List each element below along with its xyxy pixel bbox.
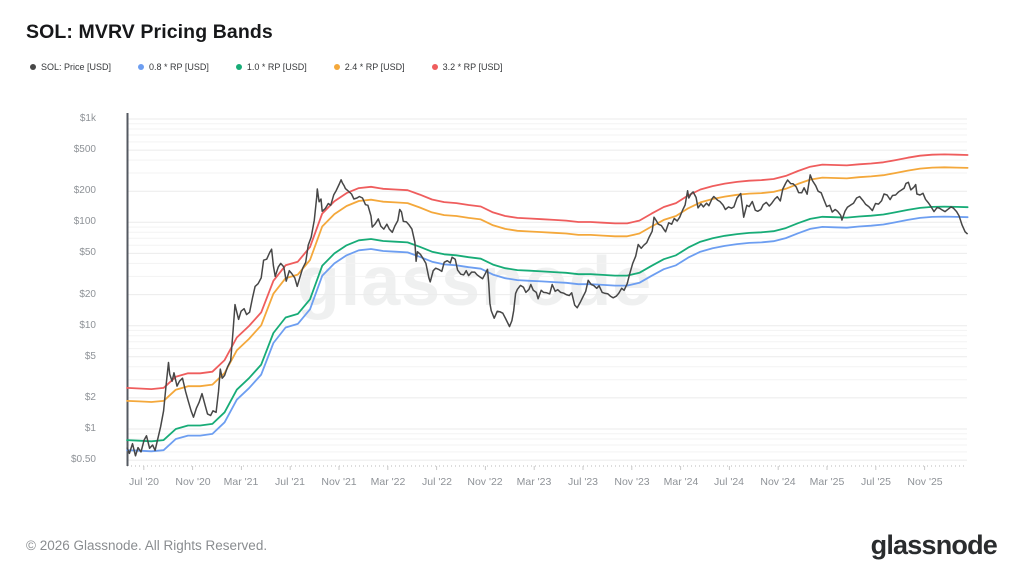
page-title: SOL: MVRV Pricing Bands [26,21,273,43]
legend-item-0[interactable]: SOL: Price [USD] [30,62,111,72]
x-tick-label: Mar '23 [516,476,552,488]
y-tick-label: $0.50 [70,454,96,465]
y-tick-label: $5 [84,351,96,362]
x-tick-label: Jul '22 [421,476,453,488]
legend-item-label: 3.2 * RP [USD] [442,62,503,72]
x-tick-label: Jul '21 [274,476,306,488]
x-tick-label: Nov '21 [321,476,357,488]
y-tick-label: $500 [73,144,96,155]
price-line [126,174,969,457]
legend-dot-icon [333,64,340,70]
legend-item-label: 1.0 * RP [USD] [246,62,307,72]
x-tick-label: Jul '20 [128,476,160,488]
x-tick-label: Jul '24 [713,476,745,488]
y-tick-label: $100 [73,216,96,227]
y-tick-label: $1 [84,423,96,434]
legend-dot-icon [235,64,242,70]
x-tick-label: Mar '22 [370,476,406,488]
legend-item-label: SOL: Price [USD] [41,62,112,72]
y-tick-label: $2 [84,392,96,403]
band-line [126,166,969,403]
legend-item-3[interactable]: 2.4 * RP [USD] [333,62,405,72]
x-tick-label: Nov '22 [467,476,503,488]
x-tick-label: Jul '25 [860,476,892,488]
x-tick-label: Nov '20 [175,476,211,488]
x-tick-label: Nov '23 [614,476,650,488]
x-tick-label: Mar '21 [223,476,259,488]
legend-dot-icon [30,64,36,70]
footer-copyright: © 2026 Glassnode. All Rights Reserved. [26,538,268,553]
legend-item-label: 0.8 * RP [USD] [149,62,209,72]
legend-item-label: 2.4 * RP [USD] [344,62,405,72]
chart-legend: SOL: Price [USD] 0.8 * RP [USD] 1.0 * RP [… [30,62,502,72]
y-tick-label: $50 [79,247,96,258]
x-tick-label: Jul '23 [567,476,599,488]
y-tick-label: $10 [79,320,96,331]
x-tick-label: Mar '25 [809,476,845,488]
x-tick-label: Nov '24 [760,476,796,488]
legend-dot-icon [431,64,438,70]
y-tick-label: $20 [79,289,96,300]
y-tick-label: $200 [73,185,96,196]
band-line [126,153,969,390]
glassnode-logo: glassnode [870,530,998,560]
y-tick-label: $1k [79,113,96,124]
legend-dot-icon [138,64,145,70]
band-line [126,205,969,443]
legend-item-4[interactable]: 3.2 * RP [USD] [431,62,503,72]
x-tick-label: Mar '24 [663,476,699,488]
x-tick-label: Nov '25 [907,476,943,488]
legend-item-2[interactable]: 1.0 * RP [USD] [235,62,307,72]
band-line [126,215,969,453]
legend-item-1[interactable]: 0.8 * RP [USD] [138,62,209,72]
